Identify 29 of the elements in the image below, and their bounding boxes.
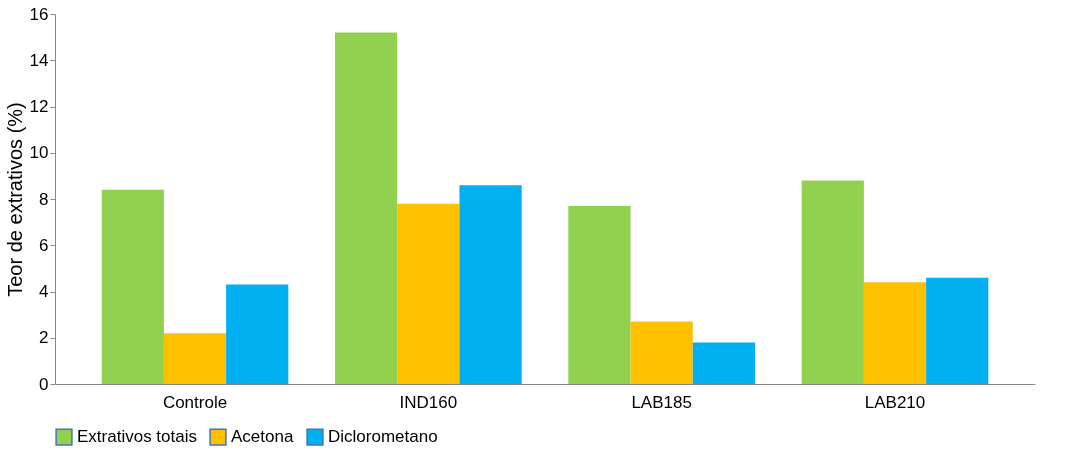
y-tick-label: 12 <box>29 97 49 116</box>
y-tick-label: 10 <box>29 143 49 163</box>
bar <box>926 277 989 384</box>
x-tick-label: LAB210 <box>864 392 926 412</box>
y-tick-label: 14 <box>29 50 49 70</box>
y-tick-label: 4 <box>39 282 49 301</box>
bar <box>630 321 693 384</box>
x-tick-label: LAB185 <box>631 392 692 412</box>
legend-label: Diclorometano <box>328 427 438 447</box>
legend-label: Acetona <box>231 427 294 447</box>
bar <box>568 205 631 384</box>
bar <box>863 282 927 384</box>
y-tick-label: 8 <box>39 189 49 209</box>
y-axis-title: Teor de extrativos (%) <box>3 102 26 297</box>
y-tick-label: 0 <box>39 374 49 394</box>
bar <box>459 185 522 384</box>
bar <box>101 189 164 384</box>
legend-label: Extrativos totais <box>77 427 197 447</box>
x-tick-label: IND160 <box>399 392 458 412</box>
bar <box>335 32 398 384</box>
bar <box>397 203 460 384</box>
bar <box>226 284 289 384</box>
y-tick-label: 6 <box>39 235 49 255</box>
y-tick-label: 16 <box>29 4 49 24</box>
y-tick-label: 2 <box>39 328 49 348</box>
bar <box>692 342 755 384</box>
x-tick-label: Controle <box>162 392 228 412</box>
bar <box>801 180 864 384</box>
bar <box>163 333 227 384</box>
